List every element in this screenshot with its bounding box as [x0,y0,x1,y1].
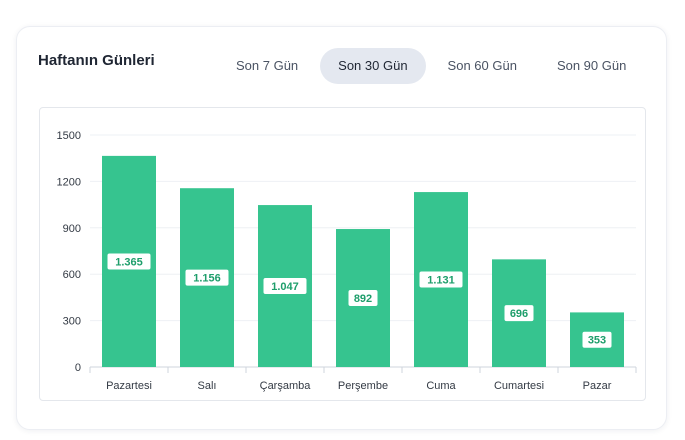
value-label-box [263,278,307,295]
value-label-box [348,290,378,307]
chart-frame: 0 300 600 900 1200 1500 1.365 Pazartesi 1.156 Sal… [39,107,646,401]
value-label: 1.156 [193,273,221,285]
value-label: 1.365 [115,256,143,268]
value-label: 1.047 [271,281,299,293]
x-category-label: Pazartesi [106,380,152,392]
weekday-card: Haftanın Günleri Son 7 Gün Son 30 Gün So… [16,26,667,430]
value-label-box [582,331,612,348]
tab-last-60-days[interactable]: Son 60 Gün [447,58,517,73]
value-label-box [419,271,463,288]
weekday-bar-chart: 0 300 600 900 1200 1500 1.365 Pazartesi 1.156 Sal… [57,130,637,392]
tab-last-7-days[interactable]: Son 7 Gün [236,58,299,73]
y-tick-label: 300 [63,316,81,328]
period-tabs: Son 7 Gün Son 30 Gün Son 60 Gün Son 90 G… [218,48,648,84]
y-tick-label: 600 [63,269,81,281]
y-tick-label: 1200 [57,176,81,188]
x-category-label: Pazar [583,380,612,392]
x-category-label: Çarşamba [260,380,312,392]
x-category-label: Cuma [426,380,456,392]
value-label: 1.131 [427,275,455,287]
x-category-label: Salı [198,380,217,392]
y-tick-label: 1500 [57,130,81,142]
tab-last-90-days[interactable]: Son 90 Gün [556,58,627,73]
y-tick-label: 0 [75,362,81,374]
value-label: 696 [510,308,528,320]
value-label-box [504,305,534,322]
value-label-box [107,253,151,270]
value-label-box [185,269,229,286]
x-category-label: Perşembe [338,380,388,392]
card-title: Haftanın Günleri [38,52,155,69]
value-label: 892 [354,293,372,305]
x-category-label: Cumartesi [494,380,544,392]
y-tick-label: 900 [63,223,81,235]
value-label: 353 [588,335,606,347]
tab-last-30-days[interactable]: Son 30 Gün [320,48,426,84]
